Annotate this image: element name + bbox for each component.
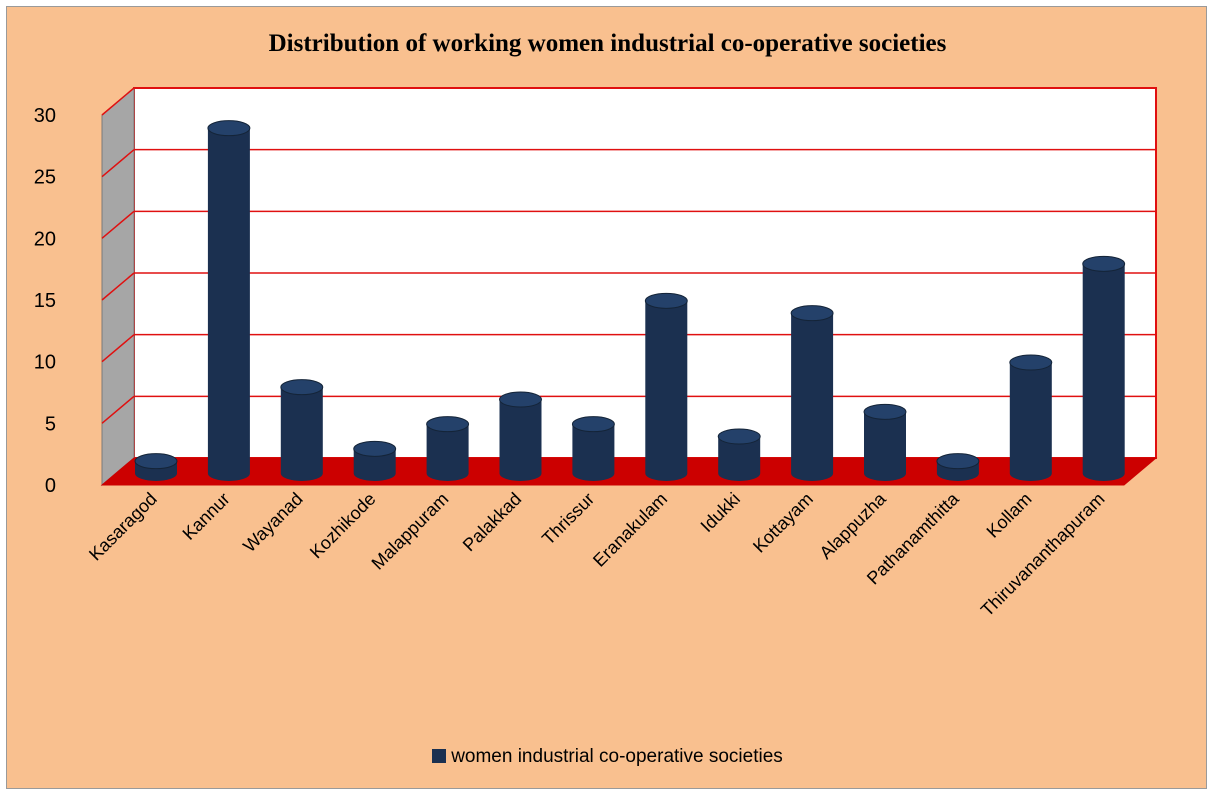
bar-body bbox=[572, 424, 615, 481]
bar-body bbox=[426, 424, 469, 481]
bar-top bbox=[790, 305, 834, 322]
y-tick-label: 15 bbox=[34, 290, 56, 312]
bar-top bbox=[1082, 255, 1126, 272]
y-tick-label: 20 bbox=[34, 228, 56, 250]
x-tick-label: Thrissur bbox=[538, 489, 598, 549]
x-tick-label: Kannur bbox=[179, 489, 234, 544]
x-tick-label: Thiruvananthapuram bbox=[977, 489, 1109, 621]
bar bbox=[644, 292, 688, 481]
legend-label: women industrial co-operative societies bbox=[451, 746, 783, 767]
x-tick-label: Kozhikode bbox=[306, 489, 380, 563]
bar bbox=[134, 453, 178, 481]
bar-top bbox=[717, 428, 761, 445]
bar-body bbox=[1009, 362, 1052, 481]
x-tick-label: Kollam bbox=[983, 489, 1036, 542]
bar-top bbox=[426, 416, 470, 433]
bar-body bbox=[353, 448, 396, 481]
x-tick-label: Idukki bbox=[697, 489, 744, 536]
bar-body bbox=[791, 313, 834, 481]
chart-title: Distribution of working women industrial… bbox=[268, 30, 947, 57]
bar-top bbox=[863, 403, 907, 420]
bar bbox=[1009, 354, 1053, 481]
legend: women industrial co-operative societies bbox=[0, 746, 1215, 768]
bar-body bbox=[718, 436, 761, 481]
x-tick-label: Kottayam bbox=[749, 489, 817, 557]
bar-top bbox=[280, 379, 324, 396]
y-tick-label: 25 bbox=[34, 167, 56, 189]
legend-swatch bbox=[432, 749, 447, 763]
bar-body bbox=[1082, 263, 1125, 481]
x-tick-label: Wayanad bbox=[239, 489, 306, 556]
bar-body bbox=[207, 128, 250, 481]
x-tick-label: Alappuzha bbox=[816, 488, 891, 563]
bar bbox=[863, 403, 907, 481]
bar-top bbox=[353, 440, 397, 457]
x-tick-label: Eranakulam bbox=[589, 489, 671, 571]
bar bbox=[353, 440, 397, 481]
x-tick-label: Palakkad bbox=[459, 489, 526, 556]
bar bbox=[1082, 255, 1126, 481]
gridline bbox=[101, 210, 135, 239]
bar-top bbox=[499, 391, 542, 408]
gridline bbox=[101, 272, 135, 301]
bar bbox=[717, 428, 761, 481]
gridline bbox=[101, 334, 135, 363]
bar-top bbox=[134, 453, 178, 470]
bar-body bbox=[280, 387, 323, 481]
x-tick-label: Malappuram bbox=[368, 489, 453, 574]
bar bbox=[207, 120, 251, 481]
y-tick-label: 5 bbox=[45, 413, 56, 435]
bar bbox=[280, 379, 324, 481]
y-tick-label: 30 bbox=[34, 105, 56, 127]
gridline bbox=[101, 149, 135, 178]
bar bbox=[790, 305, 834, 481]
bar-top bbox=[936, 453, 980, 470]
plot-floor bbox=[100, 457, 1158, 486]
x-tick-label: Kasaragod bbox=[85, 489, 161, 565]
gridline bbox=[101, 395, 135, 424]
bar bbox=[936, 453, 980, 481]
bar-body bbox=[499, 399, 542, 481]
bar-top bbox=[1009, 354, 1053, 371]
bar-top bbox=[207, 120, 251, 137]
bar-body bbox=[645, 300, 688, 481]
bar-top bbox=[644, 292, 688, 309]
y-tick-label: 0 bbox=[45, 475, 56, 497]
gridline bbox=[101, 87, 135, 116]
bar-top bbox=[571, 416, 615, 433]
y-tick-label: 10 bbox=[34, 352, 56, 374]
bar-body bbox=[864, 411, 906, 481]
bar bbox=[571, 416, 615, 481]
bar bbox=[426, 416, 470, 481]
bar bbox=[499, 391, 542, 481]
